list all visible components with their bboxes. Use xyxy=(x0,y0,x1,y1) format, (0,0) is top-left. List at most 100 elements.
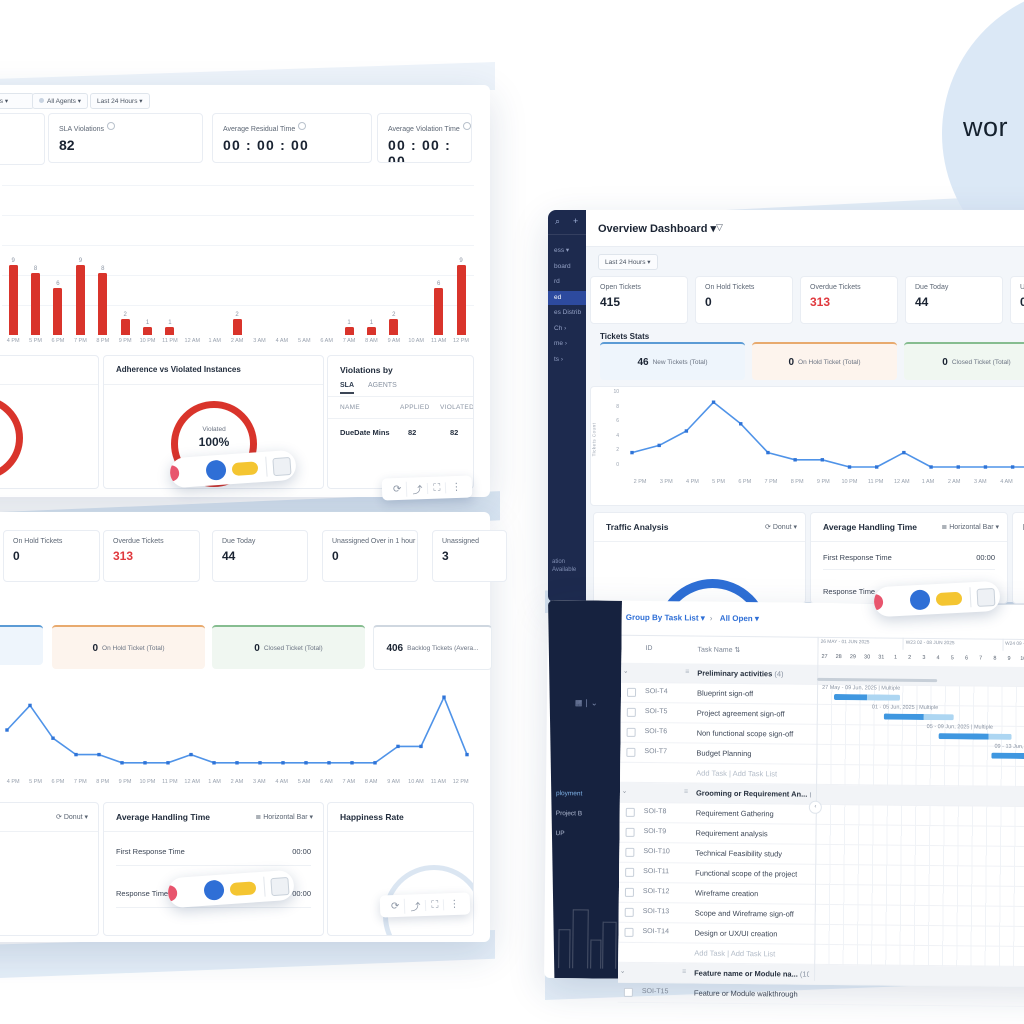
meh-face-icon[interactable] xyxy=(229,881,257,897)
add-task-list-button[interactable]: Add Task List xyxy=(730,948,776,959)
drag-handle-icon[interactable]: ≡ xyxy=(683,788,689,796)
chart-type-dropdown[interactable]: ≣ Horizontal Bar ▾ xyxy=(255,814,313,821)
add-task-links: Add Task | Add Task List xyxy=(696,769,777,779)
sidebar-item[interactable]: Ch › xyxy=(554,324,567,332)
sidebar-item[interactable]: ess ▾ xyxy=(554,247,570,254)
kpi-card: Overdue Tickets 313 xyxy=(103,530,200,582)
tab-agents[interactable]: AGENTS xyxy=(367,382,397,389)
pill-label: New Tickets (Total) xyxy=(652,358,708,366)
gantt-summary-bar xyxy=(817,677,938,683)
row-checkbox[interactable] xyxy=(624,907,634,917)
pill-value: 0 xyxy=(254,642,260,654)
meh-face-icon[interactable] xyxy=(231,461,259,477)
expand-icon[interactable]: ⛶ xyxy=(425,898,444,911)
sticker-icon[interactable] xyxy=(976,587,996,607)
sticker-icon[interactable] xyxy=(270,876,290,897)
bar xyxy=(53,288,63,335)
sidebar-item[interactable]: ed xyxy=(548,290,586,305)
refresh-icon[interactable]: ⟳ xyxy=(392,483,402,495)
tab-sla[interactable]: SLA xyxy=(340,382,354,394)
skyline-art xyxy=(558,929,570,968)
add-task-button[interactable]: Add Task xyxy=(694,948,726,958)
heart-icon[interactable] xyxy=(873,593,884,611)
row-checkbox[interactable] xyxy=(624,887,634,897)
share-icon[interactable]: ⤴ xyxy=(406,480,428,497)
filter-teams[interactable]: All Teams ▾ xyxy=(0,93,34,109)
thumbs-up-icon[interactable] xyxy=(205,459,227,481)
sidebar-item[interactable]: ployment xyxy=(555,790,583,798)
row-checkbox[interactable] xyxy=(626,727,636,737)
sidebar-item[interactable]: UP xyxy=(555,830,565,838)
task-id: SOI-T5 xyxy=(644,708,668,716)
sidebar-item[interactable]: ts › xyxy=(554,355,564,363)
drag-handle-icon[interactable]: ≡ xyxy=(682,968,687,976)
sidebar-item[interactable]: Project B xyxy=(555,810,583,818)
open-filter-dropdown[interactable]: All Open ▾ xyxy=(719,613,760,624)
gantt-bar[interactable] xyxy=(938,733,1012,740)
expand-icon[interactable]: ⛶ xyxy=(427,481,446,494)
thumbs-up-icon[interactable] xyxy=(203,879,225,901)
row-checkbox[interactable] xyxy=(624,927,634,937)
col-header-id[interactable]: ID xyxy=(645,645,653,653)
bar-slot: 1 xyxy=(360,185,382,335)
y-axis-tick: 6 xyxy=(616,418,619,425)
filter-time-range[interactable]: Last 24 Hours ▾ xyxy=(90,93,150,109)
gantt-bar-remaining xyxy=(923,713,954,721)
view-toggle-icons[interactable]: ▦ ∣ ⌄ xyxy=(574,698,598,708)
row-checkbox[interactable] xyxy=(623,987,633,997)
timeline-day-label: 6 xyxy=(964,655,969,662)
bar xyxy=(120,319,130,335)
row-checkbox[interactable] xyxy=(625,827,635,837)
bar xyxy=(366,327,376,335)
filter-funnel-icon[interactable]: ▽ xyxy=(716,222,723,232)
chevron-down-icon[interactable]: ⌄ xyxy=(621,788,628,795)
chevron-down-icon[interactable]: ⌄ xyxy=(623,668,629,675)
add-task-button[interactable]: Add Task xyxy=(696,768,727,778)
drag-handle-icon[interactable]: ≡ xyxy=(685,668,690,676)
pill-value: 0 xyxy=(942,356,948,368)
gantt-task-row[interactable]: SOI-T15 Feature or Module walkthrough xyxy=(617,982,1024,1008)
sidebar-item[interactable]: board xyxy=(554,262,571,270)
refresh-icon[interactable]: ⟳ xyxy=(390,900,400,912)
gantt-bar[interactable] xyxy=(883,713,954,721)
chart-type-dropdown[interactable]: ≣ Horizontal Bar ▾ xyxy=(941,524,999,531)
row-checkbox[interactable] xyxy=(625,847,635,857)
timeline-day-label: 5 xyxy=(950,655,954,662)
traffic-analysis-card: Traffic Analysis ⟳ Donut ▾ xyxy=(593,512,806,604)
donut-dropdown[interactable]: ⟳ Donut ▾ xyxy=(56,814,88,821)
meh-face-icon[interactable] xyxy=(935,591,963,607)
donut-dropdown[interactable]: ⟳ Donut ▾ xyxy=(765,524,797,531)
time-range-chip[interactable]: Last 24 Hours ▾ xyxy=(598,254,658,270)
group-by-dropdown[interactable]: Group By Task List ▾ xyxy=(625,612,705,623)
heart-icon[interactable] xyxy=(167,884,178,902)
sidebar-item[interactable]: rd xyxy=(554,278,560,285)
gantt-bar[interactable] xyxy=(991,752,1024,760)
more-icon[interactable]: ⋮ xyxy=(443,898,465,910)
add-icon[interactable]: + xyxy=(573,216,579,226)
add-task-list-button[interactable]: Add Task List xyxy=(732,768,778,779)
collapse-handle[interactable]: ‹ xyxy=(808,800,822,814)
gantt-bar[interactable] xyxy=(833,694,901,701)
sticker-icon[interactable] xyxy=(272,456,292,477)
heart-icon[interactable] xyxy=(169,464,180,482)
bar xyxy=(165,327,175,335)
more-icon[interactable]: ⋮ xyxy=(445,481,467,493)
stat-pill: 406 Backlog Tickets (Avera... xyxy=(373,625,492,670)
share-icon[interactable]: ⤴ xyxy=(404,897,426,914)
filter-agents[interactable]: All Agents ▾ xyxy=(32,93,88,109)
search-icon[interactable]: ⌕ xyxy=(555,216,561,226)
kpi-card: Due Today 44 xyxy=(905,276,1003,324)
row-checkbox[interactable] xyxy=(625,807,635,817)
sidebar-item[interactable]: me › xyxy=(554,340,567,347)
thumbs-up-icon[interactable] xyxy=(909,589,931,611)
row-checkbox[interactable] xyxy=(626,747,636,757)
col-header-task[interactable]: Task Name ⇅ xyxy=(697,646,741,655)
row-checkbox[interactable] xyxy=(626,707,636,717)
row-checkbox[interactable] xyxy=(626,687,637,697)
bar-slot: 2 xyxy=(114,185,136,335)
row-checkbox[interactable] xyxy=(625,867,635,877)
chevron-down-icon[interactable]: ⌄ xyxy=(620,968,626,975)
bar-slot: 1 xyxy=(159,185,181,335)
sidebar-item[interactable]: es Distrib xyxy=(554,309,582,316)
bar xyxy=(434,288,444,335)
